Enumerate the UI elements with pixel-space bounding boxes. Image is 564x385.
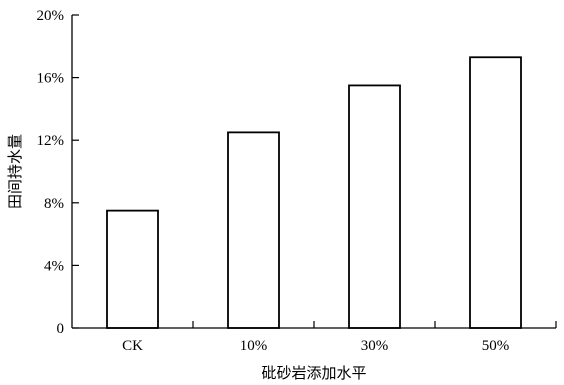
- bar: [106, 209, 159, 329]
- x-axis-title: 砒砂岩添加水平: [261, 364, 366, 382]
- y-tick-label: 20%: [37, 8, 65, 24]
- y-tick-label: 12%: [37, 133, 65, 149]
- y-tick-label: 4%: [44, 258, 64, 274]
- y-axis-ticks: 0 4% 8% 12% 16% 20%: [37, 8, 79, 337]
- x-tick-label: 50%: [482, 338, 510, 354]
- x-axis-ticks: CK 10% 30% 50%: [122, 321, 557, 354]
- bar: [227, 131, 280, 329]
- x-tick-label: 30%: [361, 338, 389, 354]
- x-tick-label: CK: [122, 338, 143, 354]
- bar: [348, 84, 401, 329]
- y-axis-title: 田间持水量: [6, 134, 24, 209]
- bars: [106, 56, 522, 329]
- x-tick-label: 10%: [240, 338, 268, 354]
- y-tick-label: 8%: [44, 196, 64, 212]
- y-tick-label: 16%: [37, 71, 65, 87]
- y-tick-label: 0: [57, 321, 65, 337]
- bar: [469, 56, 522, 329]
